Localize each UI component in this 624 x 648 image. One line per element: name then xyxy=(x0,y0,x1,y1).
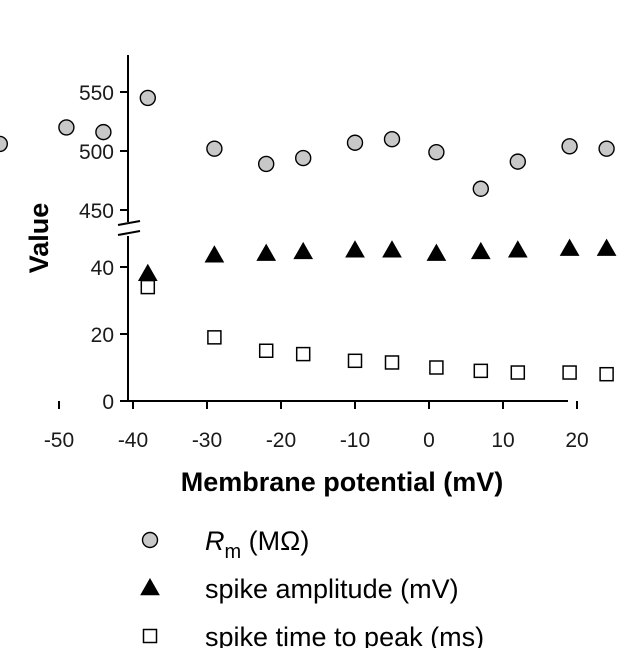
amp-point xyxy=(507,240,528,258)
legend-marker-ttp xyxy=(142,628,158,644)
ttp-point xyxy=(473,363,489,379)
legend-label-ttp: spike time to peak (ms) xyxy=(205,622,484,648)
legend-marker-amp xyxy=(140,577,160,596)
ttp-point xyxy=(258,343,274,358)
rm-point xyxy=(509,153,526,170)
x-tick-label: 10 xyxy=(491,429,514,452)
amp-point xyxy=(256,243,277,261)
ttp-point xyxy=(429,360,444,375)
x-axis-title: Membrane potential (mV) xyxy=(181,467,504,497)
x-tick-label: -50 xyxy=(44,429,74,452)
ttp-point xyxy=(207,330,222,345)
rm-point xyxy=(346,134,364,151)
rm-point xyxy=(95,123,112,141)
x-tick-label: 20 xyxy=(565,429,588,452)
ttp-point xyxy=(140,279,156,295)
x-tick-label: -30 xyxy=(192,429,222,452)
ttp-point xyxy=(510,365,526,380)
rm-point xyxy=(206,140,223,157)
amp-point xyxy=(293,241,314,260)
rm-point xyxy=(598,140,615,157)
y-tick-label: 40 xyxy=(91,257,114,280)
rm-point xyxy=(472,180,489,197)
ttp-point xyxy=(384,355,400,370)
axis-break-mark xyxy=(117,220,141,226)
legend-label-rm: Rm (MΩ) xyxy=(205,526,309,563)
amp-point xyxy=(426,243,447,261)
axes xyxy=(117,55,568,402)
y-tick-label: 20 xyxy=(91,324,114,347)
rm-point xyxy=(561,138,578,155)
rm-point xyxy=(295,149,312,167)
y-axis-title: Value xyxy=(24,203,54,274)
rm-point xyxy=(258,155,275,173)
amp-point xyxy=(204,245,225,263)
x-tick-label: 0 xyxy=(423,429,435,452)
y-tick-label: 500 xyxy=(79,141,114,164)
y-tick-label: 550 xyxy=(79,82,114,105)
ttp-point xyxy=(295,346,311,362)
rm-point xyxy=(58,119,75,136)
y-tick-label: 450 xyxy=(79,200,114,223)
amp-point xyxy=(345,240,365,258)
legend-label-amp: spike amplitude (mV) xyxy=(205,574,459,604)
axis-break-mark xyxy=(117,230,141,236)
rm-point xyxy=(0,135,8,153)
x-tick-label: -40 xyxy=(118,429,148,452)
x-tick-label: -10 xyxy=(340,429,370,452)
amp-point xyxy=(559,238,580,256)
ttp-point xyxy=(562,365,577,380)
amp-point xyxy=(382,240,402,258)
legend: Rm (MΩ) spike amplitude (mV) spike time to… xyxy=(140,526,484,648)
amp-point xyxy=(596,238,617,256)
rm-point xyxy=(383,130,401,148)
ttp-point xyxy=(599,366,614,382)
data-points xyxy=(0,89,617,382)
rm-point xyxy=(428,143,445,161)
rm-point xyxy=(139,89,157,107)
y-tick-label: 0 xyxy=(102,391,114,414)
amp-point xyxy=(470,241,491,260)
amp-point xyxy=(137,263,158,281)
ttp-point xyxy=(347,353,363,369)
x-tick-label: -20 xyxy=(266,429,296,452)
legend-marker-rm xyxy=(141,531,159,549)
